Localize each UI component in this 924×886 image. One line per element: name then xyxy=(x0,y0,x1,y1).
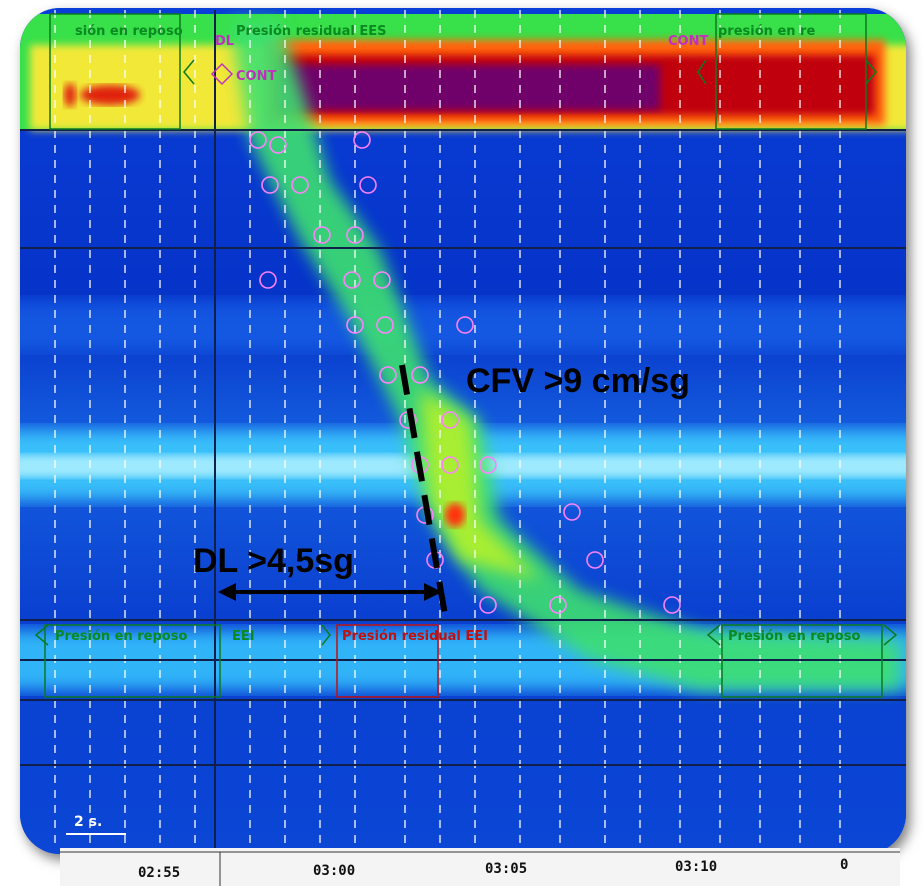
marker-label: CONT xyxy=(236,69,276,84)
time-label: 03:00 xyxy=(313,863,355,879)
hot-spot xyxy=(80,85,140,105)
region-boxes xyxy=(34,13,898,698)
time-label: 03:05 xyxy=(485,861,527,877)
light-band xyxy=(20,300,906,350)
region-label: sión en reposo xyxy=(75,24,183,39)
time-axis xyxy=(60,848,900,886)
scale-label: 2 s. xyxy=(74,814,102,830)
contraction-wave xyxy=(230,20,900,690)
time-label: 0 xyxy=(840,857,848,873)
region-label: Presión residual EES xyxy=(236,24,387,39)
time-label: 02:55 xyxy=(138,865,180,881)
region-label: EEI xyxy=(232,629,255,644)
sensor-lines xyxy=(20,129,906,766)
hot-spot xyxy=(445,503,465,527)
time-label: 03:10 xyxy=(675,859,717,875)
markers xyxy=(249,131,681,614)
region-label: Presión en reposo xyxy=(55,629,187,644)
region-label: Presión residual EEI xyxy=(342,629,488,644)
annotation: DL >4,5sg xyxy=(193,542,354,580)
annotation: CFV >9 cm/sg xyxy=(466,362,690,400)
marker-label: CONT xyxy=(668,34,708,49)
region-label: presión en re xyxy=(718,24,815,39)
region-label: Presión en reposo xyxy=(728,629,860,644)
hot-spot xyxy=(64,83,76,107)
marker-label: DL xyxy=(215,34,234,49)
contraction-core xyxy=(420,390,540,580)
top-band-purple xyxy=(280,65,660,110)
